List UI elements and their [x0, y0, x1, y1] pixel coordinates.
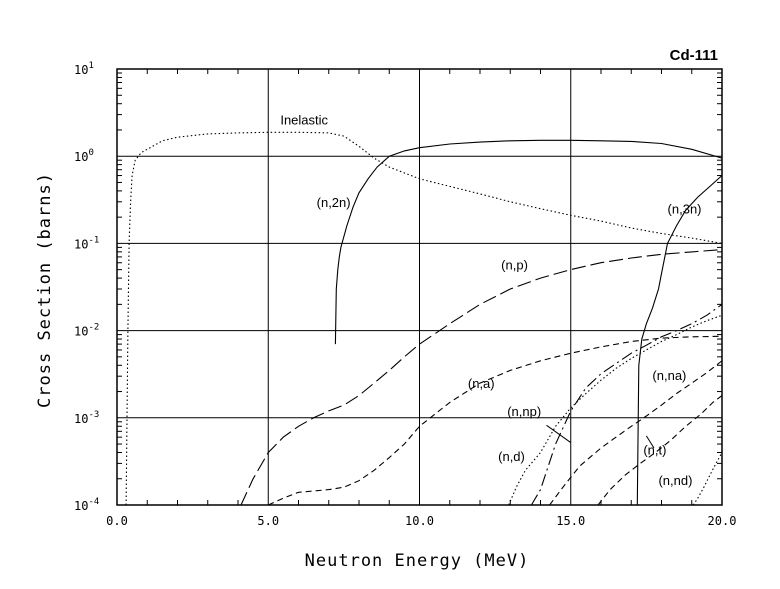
x-tick-label: 0.0 — [106, 514, 128, 528]
y-axis-title: Cross Section (barns) — [35, 172, 55, 408]
y-tick-label: 10-3 — [74, 410, 99, 426]
series-inelastic-line — [125, 131, 723, 506]
y-tick-label: 10-2 — [74, 323, 99, 339]
chart-title: Cd-111 — [670, 47, 718, 64]
plot-frame — [116, 68, 723, 506]
series-n-na-line — [549, 360, 723, 506]
series-labels: Inelastic (n,2n) (n,3n) (n,p) (n,a) (n,np) (n,… — [280, 113, 701, 488]
x-tick-label: 20.0 — [708, 514, 737, 528]
series-label: (n,d) — [498, 449, 525, 464]
series-label: (n,p) — [501, 258, 528, 273]
series-n-a-line — [268, 335, 723, 506]
series-n-3n-line — [636, 175, 723, 506]
x-tick-label: 5.0 — [257, 514, 279, 528]
series-label: (n,2n) — [317, 195, 351, 210]
series-curves — [125, 131, 723, 506]
series-label: (n,nd) — [658, 473, 692, 488]
series-n-2n-line — [334, 139, 723, 345]
series-label: Inelastic — [280, 113, 328, 128]
tick-labels: 0.0 5.0 10.0 15.0 20.0 101 100 10-1 10-2 10-3 10-4 — [74, 61, 736, 528]
x-axis-title: Neutron Energy (MeV) — [305, 551, 530, 571]
x-tick-label: 10.0 — [405, 514, 434, 528]
series-n-np-line — [530, 303, 723, 506]
plot-border — [116, 68, 723, 506]
y-tick-label: 100 — [74, 148, 94, 164]
series-label: (n,t) — [643, 442, 666, 457]
series-n-t-line — [597, 395, 723, 506]
grid-lines — [117, 69, 722, 505]
series-label: (n,3n) — [668, 202, 702, 217]
x-tick-label: 15.0 — [556, 514, 585, 528]
y-tick-label: 101 — [74, 61, 94, 77]
t-label-leader — [645, 435, 655, 449]
y-tick-label: 10-4 — [74, 497, 99, 513]
series-label: (n,na) — [652, 368, 686, 383]
np-label-leader — [546, 424, 572, 443]
y-tick-label: 10-1 — [74, 235, 99, 251]
series-n-p-line — [240, 249, 723, 506]
series-label: (n,a) — [468, 376, 495, 391]
series-label: (n,np) — [507, 404, 541, 419]
